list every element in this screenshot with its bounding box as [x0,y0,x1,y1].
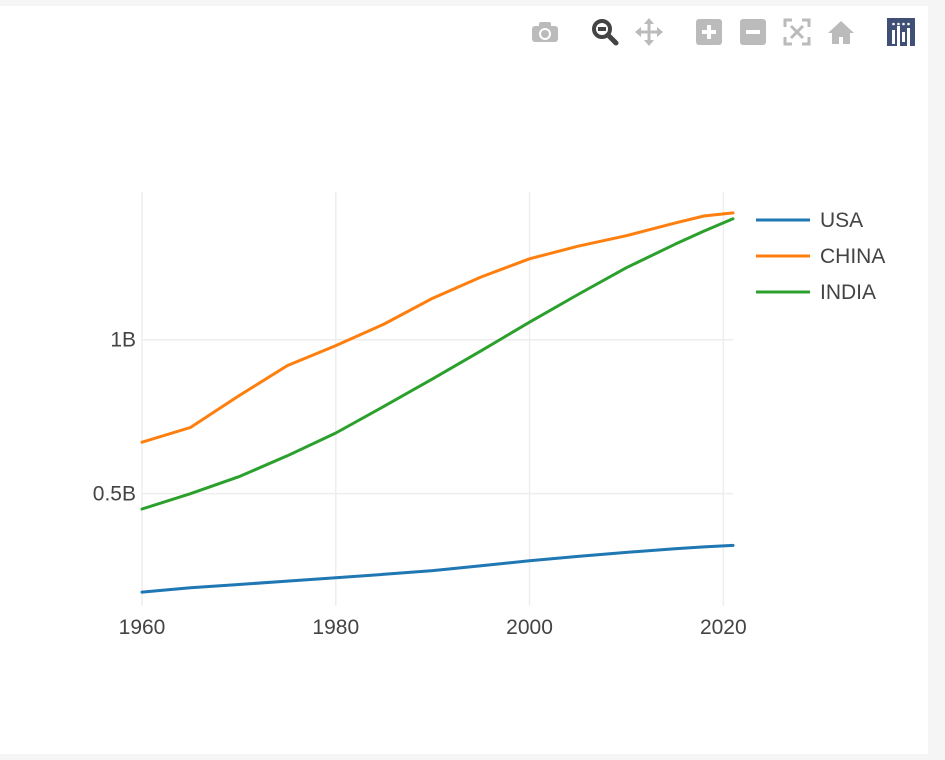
zoom-in-icon [696,19,722,45]
y-tick-label: 0.5B [93,483,136,506]
x-tick-label: 1980 [312,616,359,639]
legend-label: USA [820,209,863,232]
pan-button[interactable] [634,17,664,47]
legend-item-china[interactable]: CHINA [756,245,885,268]
zoom-button[interactable] [590,17,620,47]
zoom-in-button[interactable] [694,17,724,47]
legend-label: CHINA [820,245,885,268]
camera-icon [530,20,560,44]
series-line-china [140,211,735,444]
y-tick-label: 1B [110,329,136,352]
plotly-logo-button[interactable] [886,17,916,47]
autoscale-button[interactable] [782,17,812,47]
modebar [516,14,916,50]
pan-icon [634,17,664,47]
x-tick-label: 2000 [506,616,553,639]
legend-item-usa[interactable]: USA [756,209,863,232]
autoscale-icon [782,17,812,47]
zoom-icon [591,18,619,46]
zoom-out-button[interactable] [738,17,768,47]
zoom-out-icon [740,19,766,45]
plotly-logo-icon [887,18,915,46]
camera-button[interactable] [530,17,560,47]
legend-item-india[interactable]: INDIA [756,281,876,304]
x-tick-label: 2020 [700,616,747,639]
series-line-usa [140,543,735,594]
series-line-india [140,217,735,511]
line-chart: 1960 1980 2000 2020 0.5B 1B USA CHINA INDIA [93,192,885,639]
legend-label: INDIA [820,281,876,304]
reset-axes-button[interactable] [826,17,856,47]
plot-container: 1960 1980 2000 2020 0.5B 1B USA CHINA INDIA [0,6,928,754]
reset-axes-icon [827,19,855,45]
x-tick-label: 1960 [119,616,166,639]
